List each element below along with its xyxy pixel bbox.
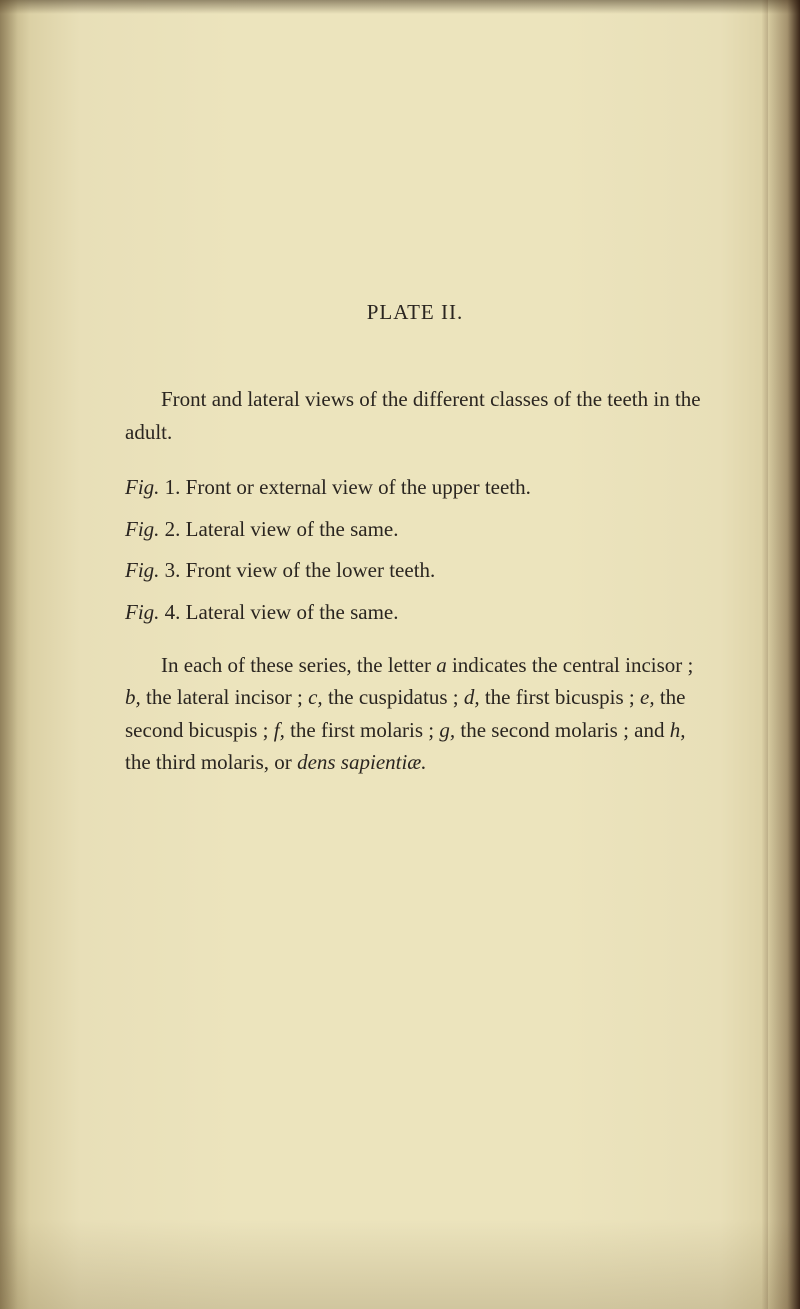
seg3: the lateral incisor ; bbox=[141, 685, 308, 709]
fig-3-num: 3. bbox=[159, 558, 180, 582]
binding-shadow bbox=[768, 0, 800, 1309]
seg1: In each of these series, the letter bbox=[161, 653, 436, 677]
letter-h: h, bbox=[670, 718, 686, 742]
bottom-vignette bbox=[0, 1219, 800, 1309]
letter-c: c, bbox=[308, 685, 323, 709]
fig-4-label: Fig. bbox=[125, 600, 159, 624]
fig-2-num: 2. bbox=[159, 517, 180, 541]
fig-2-text: Lateral view of the same. bbox=[180, 517, 398, 541]
seg4: the cus­pidatus ; bbox=[323, 685, 464, 709]
intro-paragraph: Front and lateral views of the different… bbox=[125, 383, 705, 448]
figure-1-line: Fig. 1. Front or external view of the up… bbox=[125, 470, 705, 506]
figure-2-line: Fig. 2. Lateral view of the same. bbox=[125, 512, 705, 548]
plate-title: PLATE II. bbox=[125, 300, 705, 325]
top-edge-shadow bbox=[0, 0, 800, 14]
left-edge-shadow bbox=[0, 0, 30, 1309]
seg8: the second molaris ; and bbox=[455, 718, 670, 742]
figure-3-line: Fig. 3. Front view of the lower teeth. bbox=[125, 553, 705, 589]
letter-e: e, bbox=[640, 685, 655, 709]
fig-4-num: 4. bbox=[159, 600, 180, 624]
fig-1-text: Front or external view of the upper teet… bbox=[180, 475, 530, 499]
fig-1-label: Fig. bbox=[125, 475, 159, 499]
fig-4-text: Lateral view of the same. bbox=[180, 600, 398, 624]
seg7: the first molaris ; bbox=[285, 718, 440, 742]
fig-1-num: 1. bbox=[159, 475, 180, 499]
seg2: indicates the central incisor ; bbox=[447, 653, 694, 677]
scanned-page: PLATE II. Front and lateral views of the… bbox=[0, 0, 800, 1309]
letter-a: a bbox=[436, 653, 447, 677]
main-paragraph: In each of these series, the letter a in… bbox=[125, 649, 705, 779]
figure-4-line: Fig. 4. Lateral view of the same. bbox=[125, 595, 705, 631]
fig-2-label: Fig. bbox=[125, 517, 159, 541]
seg9: the third molaris, or bbox=[125, 750, 297, 774]
fig-3-text: Front view of the lower teeth. bbox=[180, 558, 435, 582]
seg5: the first bicuspis ; bbox=[480, 685, 640, 709]
letter-g: g, bbox=[439, 718, 455, 742]
letter-d: d, bbox=[464, 685, 480, 709]
fig-3-label: Fig. bbox=[125, 558, 159, 582]
letter-f: f, bbox=[274, 718, 285, 742]
inner-right-shadow bbox=[762, 0, 768, 1309]
dens-sapientiae: dens sapientiæ. bbox=[297, 750, 427, 774]
letter-b: b, bbox=[125, 685, 141, 709]
